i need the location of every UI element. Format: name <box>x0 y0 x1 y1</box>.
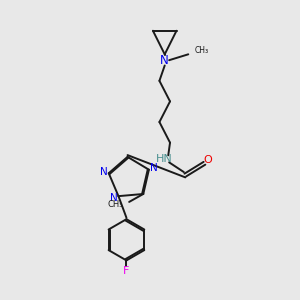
Text: CH₃: CH₃ <box>107 200 123 209</box>
Text: N: N <box>150 163 158 173</box>
Text: N: N <box>110 193 117 202</box>
Text: CH₃: CH₃ <box>194 46 208 55</box>
Text: HN: HN <box>156 154 173 164</box>
Text: N: N <box>160 54 169 67</box>
Text: O: O <box>203 155 212 165</box>
Text: F: F <box>123 266 130 276</box>
Text: N: N <box>100 167 108 177</box>
